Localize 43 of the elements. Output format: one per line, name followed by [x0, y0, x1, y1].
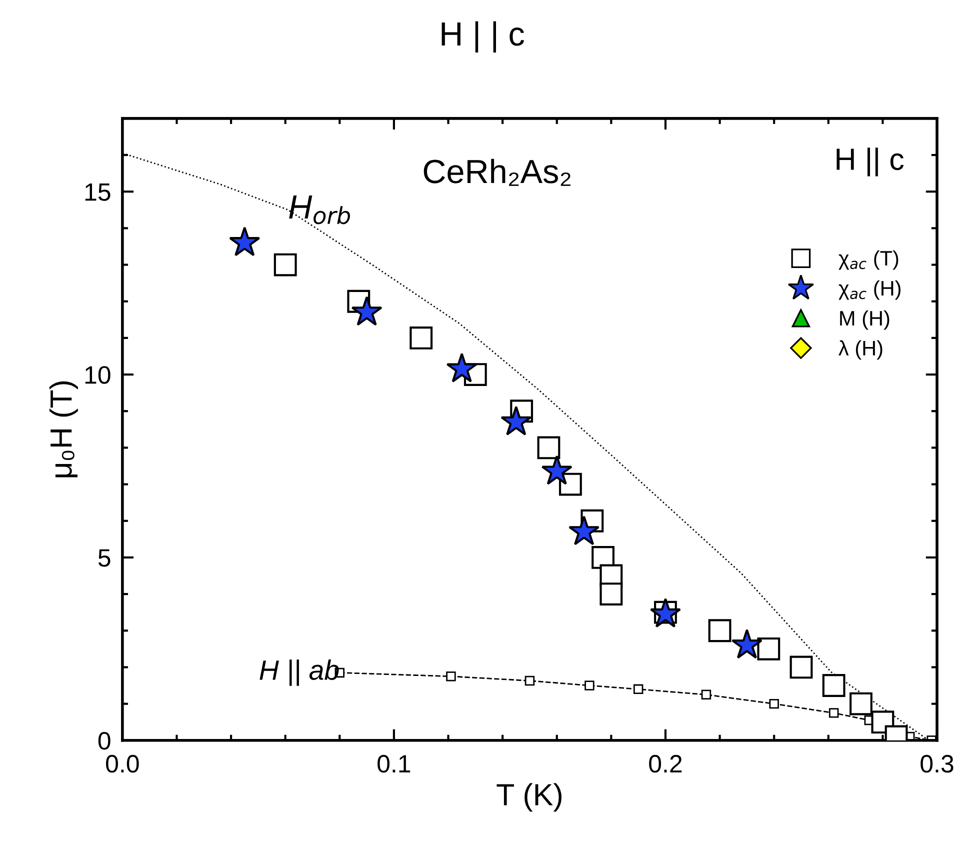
y-axis-title: μ₀H (T): [49, 381, 78, 478]
annotation: H$_{orb}$: [289, 196, 350, 224]
y-tick-label: 0: [98, 732, 110, 750]
point: [351, 296, 382, 326]
legend-label: χ$_{ac}$ (H): [838, 280, 900, 300]
y-tick-label: 5: [98, 549, 110, 567]
point: [701, 690, 712, 700]
point: [584, 680, 594, 690]
point: [229, 226, 260, 256]
point: [274, 253, 297, 276]
annotation: H || c: [836, 148, 904, 176]
point: [600, 582, 623, 606]
y-tick-label: 15: [85, 183, 110, 201]
x-tick-label: 0.3: [920, 754, 954, 773]
point: [822, 674, 846, 697]
legend-label: M (H): [840, 310, 890, 330]
point: [541, 455, 572, 485]
legend-label: χ$_{ac}$ (T): [838, 250, 898, 270]
point: [410, 326, 433, 350]
point: [446, 672, 456, 682]
point: [633, 684, 644, 694]
y-tick-label: 10: [85, 366, 110, 384]
point: [790, 656, 813, 679]
annotation: CeRh₂As₂: [424, 158, 570, 186]
point: [500, 406, 532, 436]
point: [650, 598, 682, 628]
x-tick-label: 0.1: [378, 754, 410, 773]
x-tick-label: 0.0: [106, 754, 139, 773]
annotation: H || ab: [260, 660, 339, 686]
point: [769, 698, 779, 709]
point: [537, 436, 560, 460]
x-axis-title: T (K): [496, 783, 562, 812]
point: [731, 628, 763, 659]
point: [828, 708, 839, 718]
x-tick-label: 0.2: [649, 754, 682, 773]
point: [757, 637, 780, 660]
chart-title: H | | c: [442, 21, 524, 53]
point: [524, 676, 535, 686]
point: [850, 692, 872, 716]
point: [568, 516, 600, 546]
point: [446, 352, 478, 382]
legend-label: λ (H): [838, 340, 882, 360]
point: [708, 619, 732, 642]
